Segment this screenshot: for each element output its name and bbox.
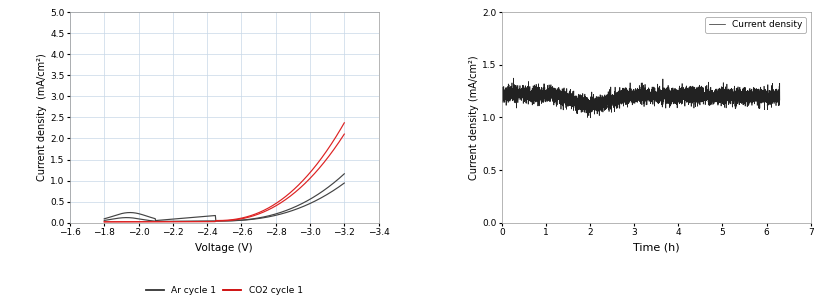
Current density	[497, 90, 507, 94]
Legend: Current density: Current density	[705, 17, 807, 33]
Current density	[704, 102, 714, 106]
Current density	[664, 102, 674, 106]
Current density	[603, 97, 613, 100]
Legend: Ar cycle 1, CO2 cycle 1: Ar cycle 1, CO2 cycle 1	[146, 286, 303, 295]
X-axis label: Voltage (V): Voltage (V)	[195, 243, 253, 253]
X-axis label: Time (h): Time (h)	[633, 243, 680, 253]
Current density	[585, 116, 595, 120]
Current density	[678, 89, 688, 93]
Current density	[774, 98, 784, 102]
Current density	[509, 76, 518, 80]
Current density	[547, 85, 557, 88]
Y-axis label: Current density  (mA/cm²): Current density (mA/cm²)	[37, 54, 47, 181]
Y-axis label: Current density (mA/cm²): Current density (mA/cm²)	[469, 55, 479, 180]
Current density	[726, 88, 736, 91]
Line: Current density: Current density	[502, 78, 779, 118]
